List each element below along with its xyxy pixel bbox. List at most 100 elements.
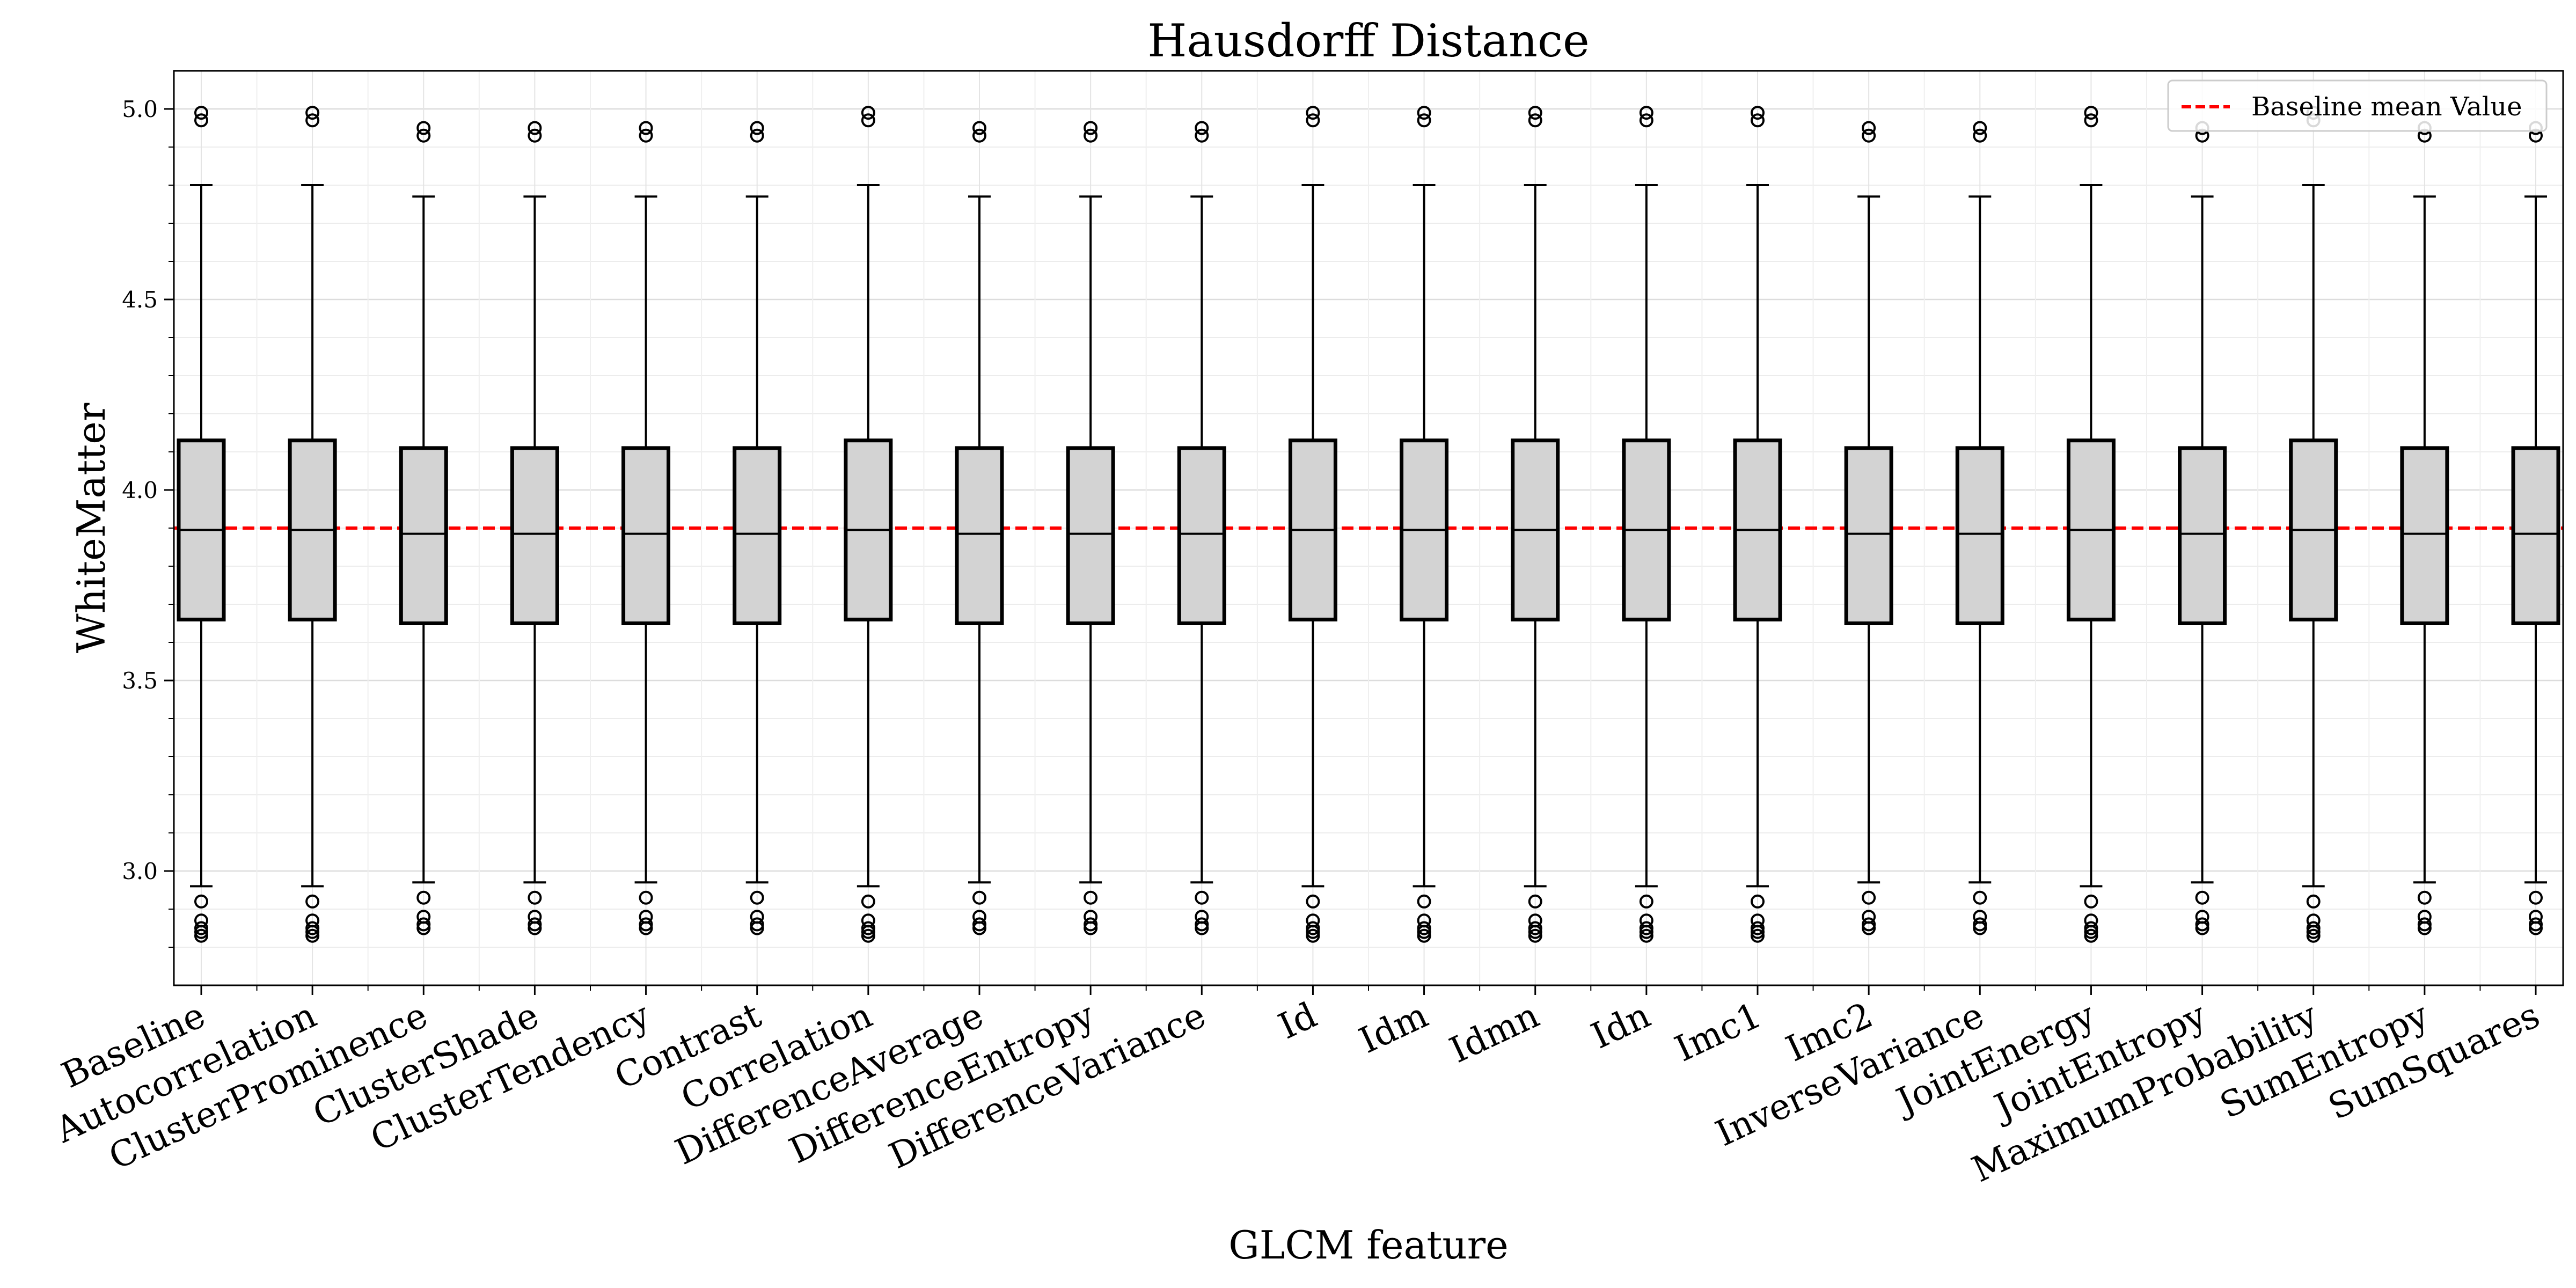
box-iqr xyxy=(955,446,1004,626)
y-axis-ticks: 3.0 3.5 4.0 4.5 5.0 xyxy=(122,96,174,948)
legend: Baseline mean Value xyxy=(2167,79,2548,132)
outlier-point xyxy=(1862,917,1876,932)
outlier-point xyxy=(2084,113,2098,128)
outlier-point xyxy=(639,917,653,932)
outlier-point xyxy=(1751,106,1765,120)
outlier-point xyxy=(416,890,431,905)
outlier-point xyxy=(750,890,764,905)
box-DifferenceVariance xyxy=(1177,121,1226,935)
box-iqr xyxy=(733,446,782,626)
y-tick-label: 3.5 xyxy=(122,668,158,694)
outlier-point xyxy=(1306,113,1320,128)
outlier-point xyxy=(305,921,320,935)
outlier-point xyxy=(2084,106,2098,120)
outlier-point xyxy=(1639,925,1653,939)
box-ClusterProminence xyxy=(399,121,448,935)
outlier-point xyxy=(1417,925,1431,939)
outlier-point xyxy=(1862,121,1876,135)
box-ClusterShade xyxy=(510,121,559,935)
outlier-point xyxy=(2195,890,2209,905)
outlier-point xyxy=(2306,894,2321,909)
outlier-point xyxy=(1973,121,1987,135)
outlier-point xyxy=(972,921,986,935)
outlier-point xyxy=(194,894,208,909)
box-iqr xyxy=(2511,446,2560,626)
box-iqr xyxy=(621,446,671,626)
outlier-point xyxy=(1084,128,1098,143)
outlier-point xyxy=(1195,917,1209,932)
outlier-point xyxy=(1528,921,1542,935)
outlier-point xyxy=(2529,921,2543,935)
box-Correlation xyxy=(844,106,893,943)
outlier-point xyxy=(1973,890,1987,905)
box-Contrast xyxy=(733,121,782,935)
box-Imc2 xyxy=(1844,121,1893,935)
outlier-point xyxy=(2529,917,2543,932)
box-DifferenceEntropy xyxy=(1066,121,1115,935)
y-tick-label: 3.0 xyxy=(122,858,158,884)
chart-title: Hausdorff Distance xyxy=(1147,14,1589,67)
legend-label: Baseline mean Value xyxy=(2251,92,2522,122)
outlier-point xyxy=(305,925,320,939)
box-iqr xyxy=(1066,446,1115,626)
outlier-point xyxy=(1751,894,1765,909)
y-tick-label: 4.5 xyxy=(122,287,158,313)
outlier-point xyxy=(1528,925,1542,939)
outlier-point xyxy=(1639,921,1653,935)
outlier-point xyxy=(861,928,875,943)
box-Idn xyxy=(1622,106,1671,943)
outlier-point xyxy=(194,925,208,939)
outlier-point xyxy=(528,121,542,135)
outlier-point xyxy=(305,928,320,943)
outlier-point xyxy=(1751,921,1765,935)
box-SumSquares xyxy=(2511,121,2560,935)
outlier-point xyxy=(1528,894,1542,909)
outlier-point xyxy=(305,894,320,909)
y-tick-label: 4.0 xyxy=(122,477,158,503)
outlier-point xyxy=(2084,921,2098,935)
outlier-point xyxy=(639,128,653,143)
outlier-point xyxy=(2084,894,2098,909)
outlier-point xyxy=(1306,928,1320,943)
outlier-point xyxy=(2417,917,2432,932)
outlier-point xyxy=(639,890,653,905)
outlier-point xyxy=(1417,928,1431,943)
boxes xyxy=(177,106,2560,943)
outlier-point xyxy=(1417,894,1431,909)
box-iqr xyxy=(1177,446,1226,626)
outlier-point xyxy=(972,121,986,135)
outlier-point xyxy=(861,925,875,939)
outlier-point xyxy=(1639,928,1653,943)
outlier-point xyxy=(194,113,208,128)
box-iqr xyxy=(1955,446,2004,626)
box-Idmn xyxy=(1511,106,1560,943)
outlier-point xyxy=(528,921,542,935)
box-ClusterTendency xyxy=(621,121,671,935)
outlier-point xyxy=(2417,921,2432,935)
box-iqr xyxy=(510,446,559,626)
outlier-point xyxy=(972,890,986,905)
outlier-point xyxy=(528,890,542,905)
legend-box xyxy=(2167,79,2548,132)
outlier-point xyxy=(750,917,764,932)
box-InverseVariance xyxy=(1955,121,2004,935)
outlier-point xyxy=(861,921,875,935)
outlier-point xyxy=(194,928,208,943)
outlier-point xyxy=(1639,113,1653,128)
outlier-point xyxy=(1639,894,1653,909)
outlier-point xyxy=(1751,925,1765,939)
outlier-point xyxy=(1084,917,1098,932)
outlier-point xyxy=(1306,921,1320,935)
outlier-point xyxy=(1084,890,1098,905)
box-Autocorrelation xyxy=(288,106,337,943)
outlier-point xyxy=(1306,106,1320,120)
outlier-point xyxy=(416,917,431,932)
box-Imc1 xyxy=(1733,106,1782,943)
outlier-point xyxy=(861,894,875,909)
box-JointEntropy xyxy=(2178,121,2227,935)
outlier-point xyxy=(2084,928,2098,943)
outlier-point xyxy=(1195,128,1209,143)
y-tick-label: 5.0 xyxy=(122,96,158,122)
outlier-point xyxy=(2529,890,2543,905)
